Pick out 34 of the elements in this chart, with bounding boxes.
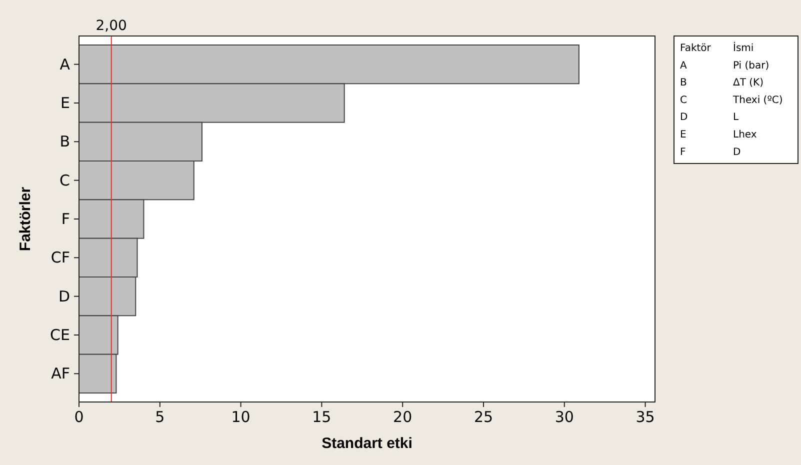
x-tick-label: 0: [74, 408, 84, 426]
y-tick-label: D: [58, 287, 70, 306]
text: Lhex: [733, 130, 757, 140]
text: F: [680, 146, 686, 158]
text: D: [733, 146, 741, 158]
y-axis-title: Faktörler: [17, 186, 34, 252]
text: L: [733, 112, 739, 124]
text: D: [680, 112, 688, 124]
text: İsmi: [733, 41, 754, 54]
y-tick-label: A: [60, 55, 71, 74]
text: B: [680, 78, 687, 89]
ref-line-label: 2,00: [96, 18, 127, 34]
y-tick-label: AF: [51, 364, 70, 383]
x-tick-label: 20: [393, 408, 412, 426]
y-tick-label: C: [60, 171, 70, 190]
text: C: [680, 94, 687, 106]
x-axis-title: Standart etki: [322, 435, 412, 452]
x-tick-label: 10: [231, 408, 250, 426]
text: E: [680, 130, 686, 140]
x-tick-label: 30: [554, 408, 574, 426]
y-tick-label: F: [61, 210, 70, 228]
x-tick-label: 15: [312, 408, 332, 426]
text: Thexi (ºC): [732, 94, 783, 106]
text: Pi (bar): [733, 60, 770, 72]
x-tick-label: 35: [636, 408, 655, 426]
x-tick-label: 25: [474, 408, 494, 426]
x-tick-label: 5: [155, 408, 165, 426]
y-tick-label: E: [60, 94, 70, 112]
text: ΔT (K): [733, 78, 764, 89]
y-tick-label: CE: [50, 326, 70, 344]
y-tick-label: CF: [50, 248, 70, 267]
y-tick-label: B: [60, 132, 70, 151]
text: A: [680, 60, 687, 72]
text: Faktör: [680, 43, 712, 54]
